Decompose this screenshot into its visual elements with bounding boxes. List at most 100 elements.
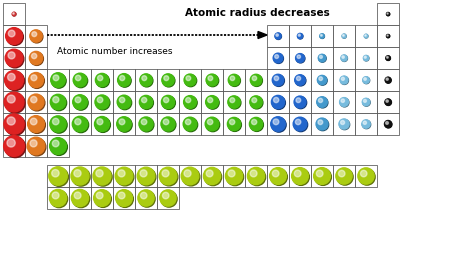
Circle shape (74, 74, 88, 88)
Circle shape (362, 120, 371, 129)
Circle shape (320, 34, 325, 38)
Circle shape (96, 74, 109, 87)
Circle shape (163, 119, 169, 125)
Circle shape (341, 77, 345, 80)
Circle shape (50, 190, 68, 208)
Circle shape (319, 55, 326, 62)
Circle shape (164, 76, 169, 81)
Circle shape (272, 96, 285, 109)
Circle shape (73, 116, 88, 132)
Circle shape (336, 168, 352, 184)
Circle shape (52, 170, 59, 177)
Circle shape (161, 191, 177, 207)
Text: Atomic radius decreases: Atomic radius decreases (185, 8, 329, 18)
Circle shape (5, 137, 26, 158)
Circle shape (363, 77, 369, 83)
Circle shape (339, 98, 348, 107)
Circle shape (6, 28, 22, 44)
Circle shape (163, 74, 175, 87)
Circle shape (292, 168, 309, 184)
Circle shape (51, 117, 67, 133)
Circle shape (364, 78, 366, 80)
Circle shape (252, 119, 257, 125)
Circle shape (29, 73, 45, 88)
Circle shape (318, 54, 326, 62)
Circle shape (162, 95, 174, 109)
Circle shape (295, 75, 305, 85)
Bar (135, 113, 157, 135)
Circle shape (203, 167, 220, 184)
Bar (377, 91, 399, 113)
Circle shape (28, 117, 46, 133)
Bar (311, 25, 333, 47)
Circle shape (228, 96, 240, 108)
Circle shape (248, 168, 265, 186)
Circle shape (340, 76, 348, 84)
Circle shape (316, 118, 328, 130)
Bar (223, 165, 245, 187)
Circle shape (160, 168, 178, 186)
Circle shape (359, 169, 375, 185)
Circle shape (30, 30, 42, 42)
Circle shape (184, 170, 191, 177)
Bar (311, 47, 333, 69)
Circle shape (50, 116, 66, 132)
Circle shape (386, 34, 390, 38)
Circle shape (28, 94, 44, 110)
Circle shape (73, 95, 87, 109)
Bar (69, 69, 91, 91)
Circle shape (75, 119, 81, 125)
Circle shape (318, 120, 323, 125)
Bar (3, 135, 25, 157)
Circle shape (119, 76, 125, 81)
Circle shape (28, 73, 44, 88)
Circle shape (138, 190, 154, 206)
Bar (69, 113, 91, 135)
Bar (25, 135, 47, 157)
Circle shape (320, 34, 322, 36)
Circle shape (73, 96, 88, 110)
Bar (135, 165, 157, 187)
Circle shape (31, 53, 37, 59)
Circle shape (228, 117, 241, 131)
Circle shape (95, 117, 110, 132)
Circle shape (386, 56, 390, 60)
Circle shape (270, 168, 286, 184)
Bar (69, 187, 91, 209)
Circle shape (318, 75, 327, 85)
Circle shape (53, 75, 59, 81)
Circle shape (185, 75, 197, 87)
Bar (47, 187, 69, 209)
Circle shape (27, 137, 45, 155)
Circle shape (96, 96, 110, 110)
Bar (289, 25, 311, 47)
Circle shape (316, 170, 323, 177)
Circle shape (206, 170, 213, 177)
Circle shape (250, 170, 257, 177)
Bar (289, 113, 311, 135)
Circle shape (341, 99, 345, 103)
Bar (135, 69, 157, 91)
Circle shape (272, 117, 286, 132)
Bar (377, 3, 399, 25)
Circle shape (273, 170, 279, 177)
Circle shape (31, 96, 37, 103)
Bar (135, 91, 157, 113)
Circle shape (276, 34, 278, 36)
Bar (91, 165, 113, 187)
Circle shape (161, 117, 175, 131)
Bar (113, 113, 135, 135)
Circle shape (292, 169, 310, 185)
Circle shape (6, 72, 25, 91)
Circle shape (386, 56, 388, 58)
Circle shape (272, 95, 284, 109)
Circle shape (8, 73, 15, 81)
Circle shape (386, 121, 388, 124)
Circle shape (183, 96, 196, 108)
Bar (267, 91, 289, 113)
Circle shape (275, 33, 281, 39)
Circle shape (206, 118, 219, 132)
Circle shape (28, 138, 46, 156)
Circle shape (385, 77, 391, 83)
Circle shape (273, 53, 283, 63)
